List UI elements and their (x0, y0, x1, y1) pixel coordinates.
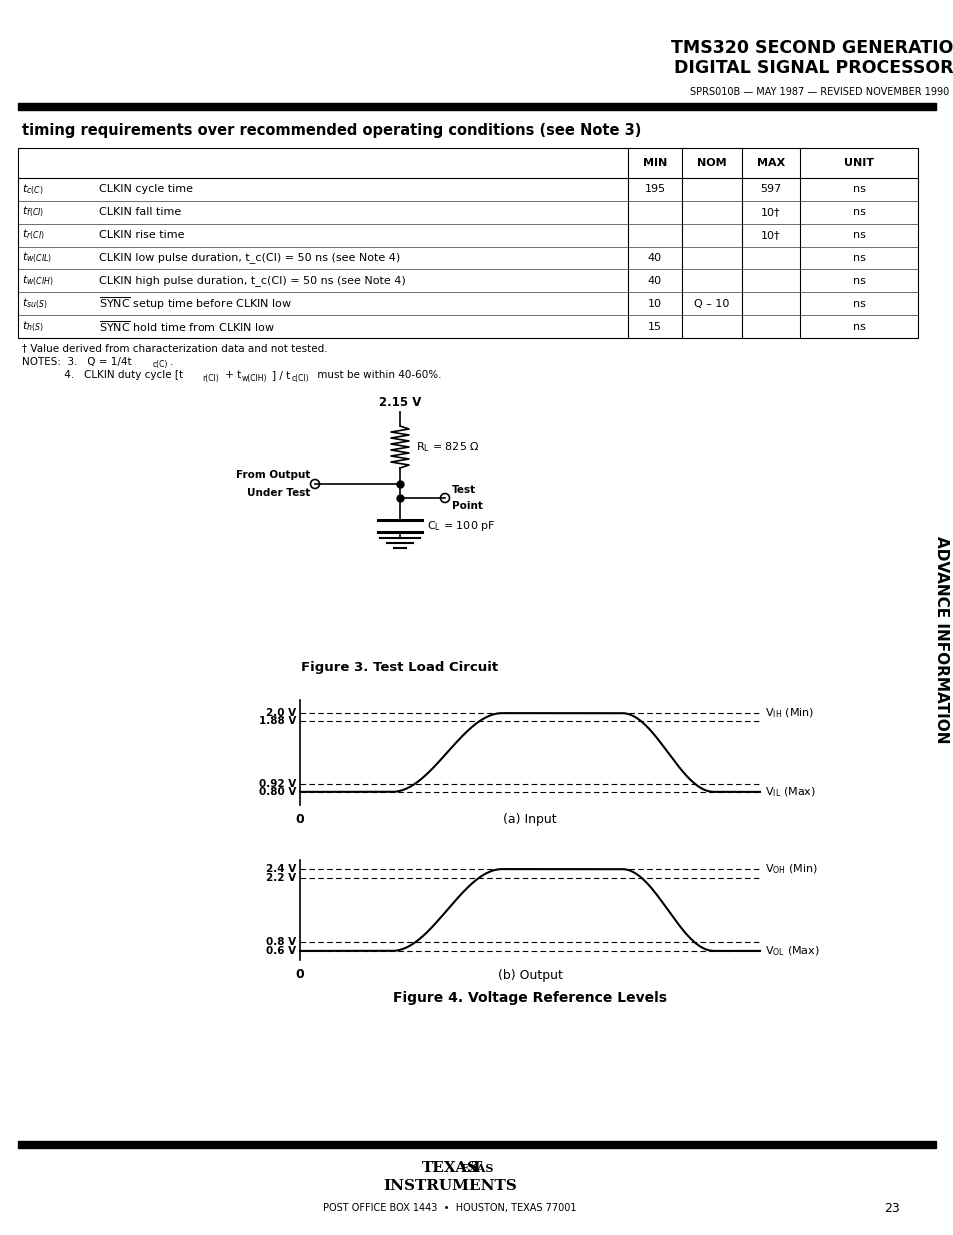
Text: 2.15 V: 2.15 V (378, 396, 420, 410)
Text: 10†: 10† (760, 230, 780, 240)
Text: $t_{w(CIH)}$: $t_{w(CIH)}$ (22, 274, 53, 288)
Text: CLKIN fall time: CLKIN fall time (99, 207, 181, 217)
Text: 0.6 V: 0.6 V (266, 946, 295, 956)
Text: 0: 0 (295, 813, 304, 826)
Text: MIN: MIN (642, 158, 666, 168)
Text: must be within 40-60%.: must be within 40-60%. (314, 370, 441, 380)
Text: 2.2 V: 2.2 V (266, 873, 295, 883)
Bar (18, 1141, 935, 1149)
Text: + t: + t (222, 370, 241, 380)
Text: TMS320 SECOND GENERATION: TMS320 SECOND GENERATION (671, 40, 953, 57)
Text: From Output: From Output (235, 471, 310, 480)
Text: $\overline{\mathrm{SYNC}}$ hold time from CLKIN low: $\overline{\mathrm{SYNC}}$ hold time fro… (99, 319, 275, 333)
Text: $t_{r(CI)}$: $t_{r(CI)}$ (22, 228, 45, 242)
Text: .: . (170, 357, 173, 367)
Text: c(C): c(C) (152, 361, 168, 369)
Text: ] / t: ] / t (272, 370, 290, 380)
Text: TEXAS: TEXAS (421, 1161, 478, 1174)
Bar (18, 103, 935, 110)
Text: V$_\mathregular{IH}$ (Min): V$_\mathregular{IH}$ (Min) (764, 706, 813, 720)
Text: 10: 10 (647, 299, 661, 309)
Text: $t_{f(CI)}$: $t_{f(CI)}$ (22, 205, 44, 220)
Text: CLKIN rise time: CLKIN rise time (99, 230, 184, 240)
Text: (b) Output: (b) Output (497, 968, 562, 982)
Circle shape (310, 479, 319, 489)
Text: ns: ns (852, 275, 864, 285)
Text: ns: ns (852, 207, 864, 217)
Text: $t_{w(CIL)}$: $t_{w(CIL)}$ (22, 251, 52, 266)
Text: Q – 10: Q – 10 (694, 299, 729, 309)
Text: NOTES:  3.   Q = 1/4t: NOTES: 3. Q = 1/4t (22, 357, 132, 367)
Text: ns: ns (852, 184, 864, 194)
Text: Under Test: Under Test (247, 488, 310, 498)
Text: NOM: NOM (697, 158, 726, 168)
Text: 2.0 V: 2.0 V (266, 708, 295, 718)
Circle shape (440, 494, 449, 503)
Text: timing requirements over recommended operating conditions (see Note 3): timing requirements over recommended ope… (22, 122, 640, 137)
Text: 0.92 V: 0.92 V (258, 779, 295, 789)
Text: V$_\mathregular{OH}$ (Min): V$_\mathregular{OH}$ (Min) (764, 862, 818, 876)
Text: MAX: MAX (756, 158, 784, 168)
Text: CLKIN low pulse duration, t_c(CI) = 50 ns (see Note 4): CLKIN low pulse duration, t_c(CI) = 50 n… (99, 252, 400, 263)
Text: Figure 3. Test Load Circuit: Figure 3. Test Load Circuit (301, 662, 498, 674)
Text: SPRS010B — MAY 1987 — REVISED NOVEMBER 1990: SPRS010B — MAY 1987 — REVISED NOVEMBER 1… (690, 86, 948, 98)
Text: 597: 597 (760, 184, 781, 194)
Text: EXAS: EXAS (460, 1162, 493, 1173)
Text: T: T (472, 1161, 481, 1174)
Text: R$_\mathregular{L}$ = 825 $\Omega$: R$_\mathregular{L}$ = 825 $\Omega$ (416, 440, 479, 454)
Text: ns: ns (852, 230, 864, 240)
Text: $t_{h(S)}$: $t_{h(S)}$ (22, 320, 44, 333)
Text: ns: ns (852, 321, 864, 331)
Text: 15: 15 (647, 321, 661, 331)
Text: INSTRUMENTS: INSTRUMENTS (383, 1179, 517, 1193)
Text: 2.4 V: 2.4 V (266, 864, 295, 874)
Text: 0: 0 (295, 968, 304, 981)
Text: $t_{c(C)}$: $t_{c(C)}$ (22, 183, 44, 196)
Text: 40: 40 (647, 275, 661, 285)
Text: 40: 40 (647, 253, 661, 263)
Bar (18, 148, 917, 338)
Text: (a) Input: (a) Input (502, 814, 557, 826)
Text: V$_\mathregular{OL}$ (Max): V$_\mathregular{OL}$ (Max) (764, 944, 819, 957)
Text: UNIT: UNIT (843, 158, 873, 168)
Text: 10†: 10† (760, 207, 780, 217)
Text: POST OFFICE BOX 1443  •  HOUSTON, TEXAS 77001: POST OFFICE BOX 1443 • HOUSTON, TEXAS 77… (323, 1203, 577, 1213)
Text: c(CI): c(CI) (292, 373, 310, 383)
Text: CLKIN cycle time: CLKIN cycle time (99, 184, 193, 194)
Text: 1.88 V: 1.88 V (258, 716, 295, 726)
Text: w(CIH): w(CIH) (242, 373, 267, 383)
Text: 195: 195 (644, 184, 665, 194)
Text: r(CI): r(CI) (202, 373, 218, 383)
Text: CLKIN high pulse duration, t_c(CI) = 50 ns (see Note 4): CLKIN high pulse duration, t_c(CI) = 50 … (99, 275, 405, 287)
Text: Point: Point (452, 501, 482, 511)
Text: C$_\mathregular{L}$ = 100 pF: C$_\mathregular{L}$ = 100 pF (427, 519, 495, 534)
Text: ns: ns (852, 253, 864, 263)
Text: Test: Test (452, 485, 476, 495)
Text: † Value derived from characterization data and not tested.: † Value derived from characterization da… (22, 343, 327, 353)
Text: DIGITAL SIGNAL PROCESSORS: DIGITAL SIGNAL PROCESSORS (673, 59, 953, 77)
Text: 0.80 V: 0.80 V (258, 787, 295, 797)
Text: ADVANCE INFORMATION: ADVANCE INFORMATION (934, 536, 948, 743)
Text: $t_{su(S)}$: $t_{su(S)}$ (22, 296, 48, 311)
Text: 23: 23 (883, 1202, 899, 1214)
Text: V$_\mathregular{IL}$ (Max): V$_\mathregular{IL}$ (Max) (764, 785, 815, 799)
Text: 0.8 V: 0.8 V (266, 937, 295, 947)
Text: Figure 4. Voltage Reference Levels: Figure 4. Voltage Reference Levels (393, 990, 666, 1005)
Text: $\overline{\mathrm{SYNC}}$ setup time before CLKIN low: $\overline{\mathrm{SYNC}}$ setup time be… (99, 295, 292, 312)
Text: 4.   CLKIN duty cycle [t: 4. CLKIN duty cycle [t (22, 370, 183, 380)
Text: ns: ns (852, 299, 864, 309)
